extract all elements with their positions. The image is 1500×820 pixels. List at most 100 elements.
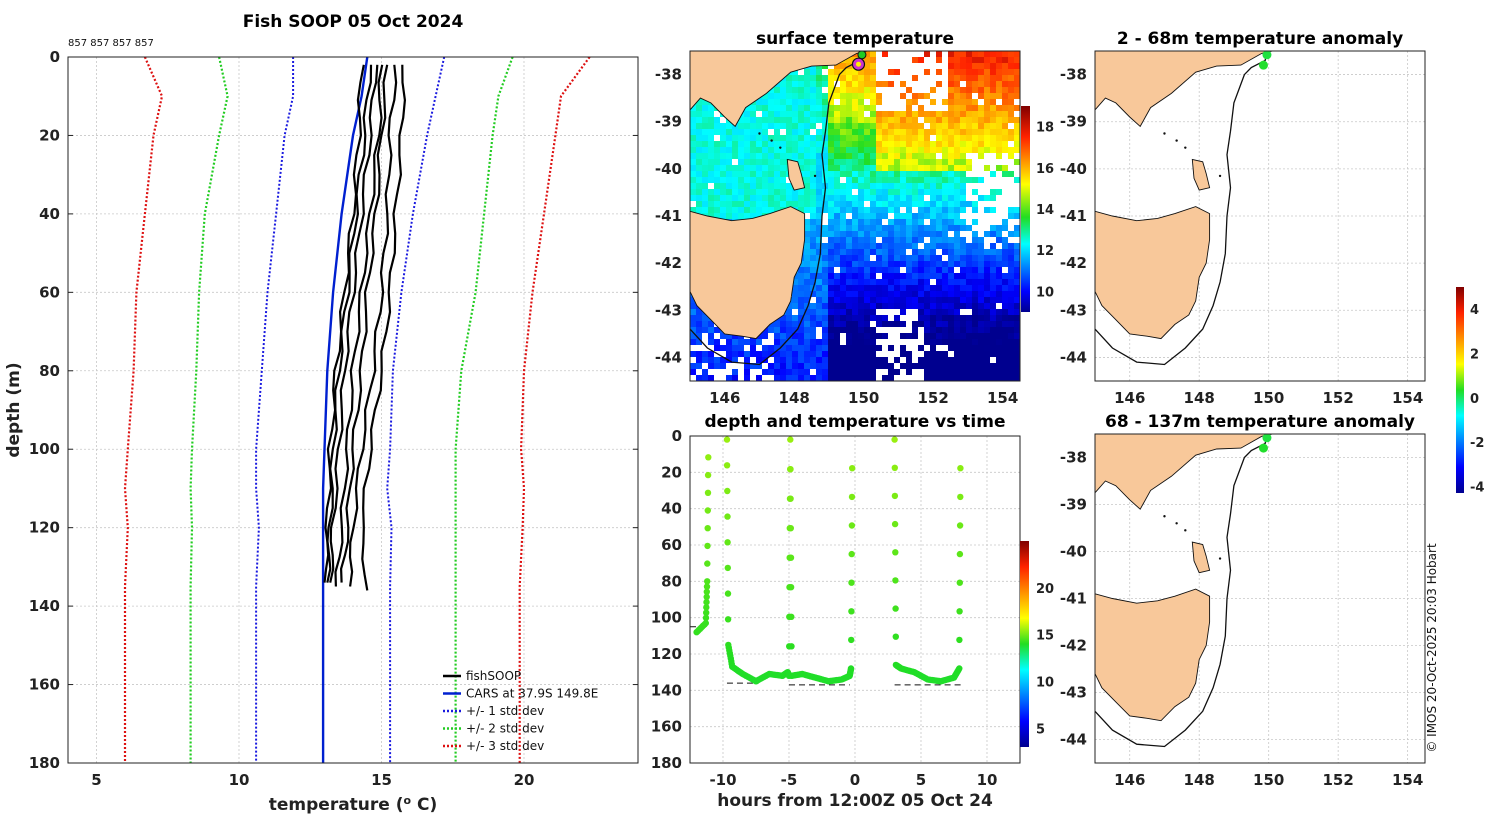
- sst-cell: [810, 81, 816, 87]
- sst-cell: [906, 237, 912, 243]
- sst-cell: [948, 189, 954, 195]
- sst-cell: [936, 165, 942, 171]
- sst-cell: [954, 357, 960, 363]
- sst-cell: [918, 213, 924, 219]
- sst-cell: [870, 165, 876, 171]
- sst-cell: [774, 339, 780, 345]
- sst-cell: [918, 177, 924, 183]
- sst-cell: [810, 189, 816, 195]
- sst-cell: [930, 237, 936, 243]
- sst-cell: [984, 105, 990, 111]
- sst-cell: [882, 297, 888, 303]
- sst-cell: [810, 237, 816, 243]
- profile-ylabel: depth (m): [4, 362, 24, 457]
- sst-cell: [960, 51, 966, 57]
- sst-cell: [798, 375, 804, 381]
- sst-cell: [954, 105, 960, 111]
- sst-cell: [852, 339, 858, 345]
- sst-cell: [864, 225, 870, 231]
- sst-cell: [792, 279, 798, 285]
- sst-cell: [930, 309, 936, 315]
- sst-cell: [858, 171, 864, 177]
- sst-cell: [864, 87, 870, 93]
- sst-cell: [996, 285, 1002, 291]
- island-dot: [1218, 174, 1222, 178]
- sst-cell: [918, 345, 924, 351]
- sst-cell: [894, 195, 900, 201]
- sst-cell: [756, 159, 762, 165]
- sst-cell: [888, 129, 894, 135]
- sst-cell: [696, 363, 702, 369]
- sst-cell: [984, 51, 990, 57]
- sst-cell: [738, 147, 744, 153]
- legend-label: fishSOOP: [466, 669, 521, 683]
- sst-cell: [1002, 297, 1008, 303]
- sst-cell: [960, 363, 966, 369]
- sst-cell: [744, 159, 750, 165]
- sst-cell: [1008, 213, 1014, 219]
- sst-cell: [942, 339, 948, 345]
- sst-cell: [1014, 285, 1020, 291]
- sst-cell: [906, 195, 912, 201]
- sst-cell: [900, 297, 906, 303]
- sst-cell: [972, 363, 978, 369]
- sst-cell: [876, 99, 882, 105]
- sst-cell: [876, 279, 882, 285]
- sst-cell: [870, 177, 876, 183]
- sst-cell: [942, 369, 948, 375]
- sst-cell: [756, 165, 762, 171]
- sst-cell: [1014, 93, 1020, 99]
- sst-cell: [900, 303, 906, 309]
- track-point: [704, 507, 711, 514]
- sst-cell: [768, 159, 774, 165]
- sst-cell: [900, 141, 906, 147]
- sst-cell: [942, 207, 948, 213]
- sst-cell: [846, 201, 852, 207]
- sst-cell: [996, 231, 1002, 237]
- sst-cell: [792, 345, 798, 351]
- sst-cell: [876, 111, 882, 117]
- sst-cell: [852, 327, 858, 333]
- sst-cell: [990, 315, 996, 321]
- sst-cell: [1014, 375, 1020, 381]
- sst-cell: [972, 147, 978, 153]
- sst-cell: [720, 195, 726, 201]
- sst-cell: [954, 363, 960, 369]
- sst-cell: [846, 171, 852, 177]
- sst-cell: [858, 99, 864, 105]
- sst-cell: [966, 201, 972, 207]
- sst-cell: [714, 363, 720, 369]
- sst-cell: [984, 99, 990, 105]
- sst-cell: [942, 111, 948, 117]
- sst-cell: [804, 201, 810, 207]
- sst-cell: [846, 177, 852, 183]
- sst-cell: [828, 231, 834, 237]
- sst-cell: [900, 321, 906, 327]
- sst-cell: [906, 369, 912, 375]
- sst-cell: [858, 75, 864, 81]
- sst-cell: [714, 123, 720, 129]
- sst-cell: [840, 207, 846, 213]
- sst-cell: [744, 123, 750, 129]
- sst-cell: [996, 93, 1002, 99]
- sst-cell: [900, 273, 906, 279]
- sst-cell: [798, 339, 804, 345]
- sst-cell: [792, 111, 798, 117]
- sst-cell: [804, 123, 810, 129]
- sst-cell: [846, 123, 852, 129]
- sst-cell: [948, 117, 954, 123]
- sst-cell: [774, 321, 780, 327]
- track-point: [787, 554, 795, 561]
- sst-cell: [972, 141, 978, 147]
- map-ytick-label: -39: [1060, 496, 1087, 514]
- sst-cell: [690, 189, 696, 195]
- sst-cell: [912, 165, 918, 171]
- sst-cell: [720, 333, 726, 339]
- sst-cell: [882, 117, 888, 123]
- sst-cell: [1002, 99, 1008, 105]
- sst-cell: [942, 231, 948, 237]
- sst-cell: [834, 135, 840, 141]
- sst-cell: [822, 291, 828, 297]
- sst-cell: [846, 135, 852, 141]
- sst-cell: [702, 141, 708, 147]
